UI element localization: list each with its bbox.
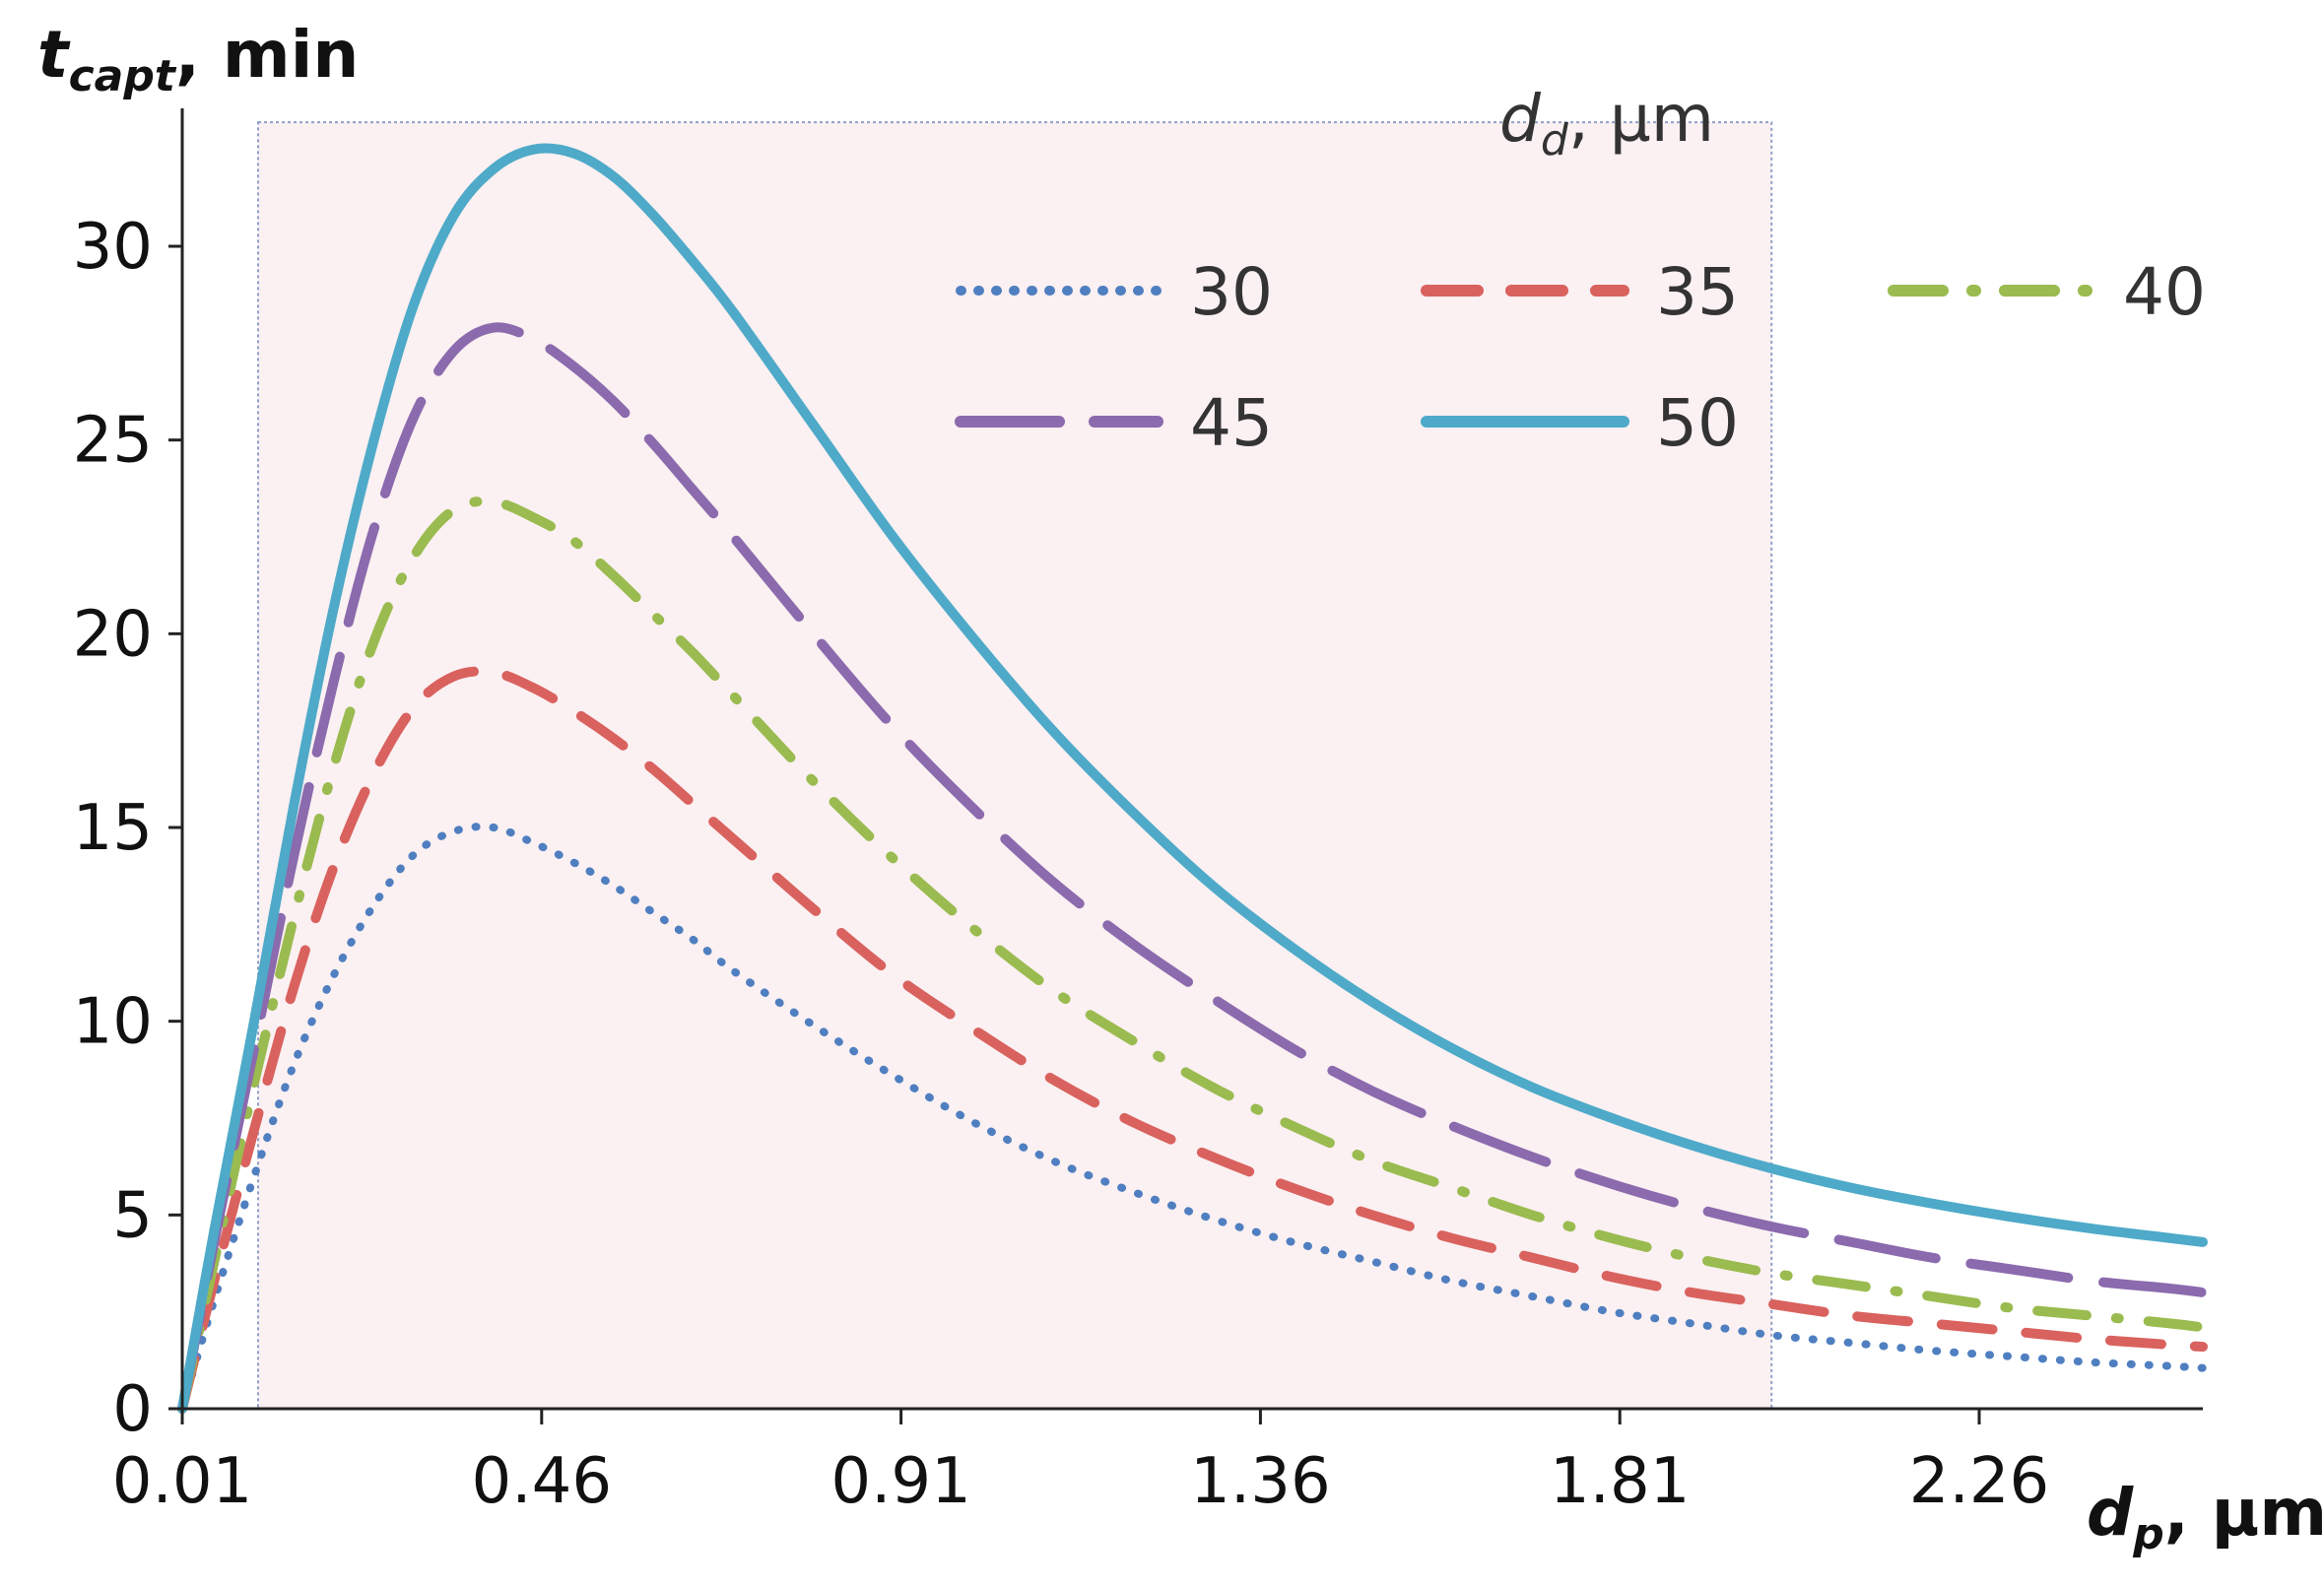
x-axis-title-unit: , µm bbox=[2164, 1475, 2324, 1551]
y-tick-label: 10 bbox=[73, 986, 153, 1059]
y-tick-label: 25 bbox=[73, 405, 153, 478]
series-line-35 bbox=[177, 666, 2208, 1414]
x-tick-label: 0.91 bbox=[830, 1445, 971, 1518]
x-axis-title-subscript: p bbox=[2132, 1509, 2164, 1559]
y-axis-title-symbol: t bbox=[37, 17, 71, 93]
x-tick-label: 0.01 bbox=[112, 1445, 253, 1518]
highlight-region bbox=[257, 121, 1773, 1411]
series-line-50 bbox=[177, 143, 2208, 1414]
x-tick-label: 1.81 bbox=[1550, 1445, 1691, 1518]
legend-title-unit: , µm bbox=[1568, 81, 1714, 157]
series-layer bbox=[177, 143, 2208, 1414]
legend-title: dd, µm bbox=[1499, 81, 1714, 165]
y-tick-label: 20 bbox=[73, 598, 153, 671]
x-tick-label: 0.46 bbox=[472, 1445, 613, 1518]
plot-area bbox=[177, 143, 2208, 1414]
series-line-30 bbox=[178, 823, 2207, 1413]
legend-label-30: 30 bbox=[1190, 254, 1273, 330]
legend-title-symbol: d bbox=[1499, 81, 1542, 157]
x-axis-title-symbol: d bbox=[2087, 1475, 2134, 1551]
y-tick-label: 5 bbox=[112, 1179, 153, 1252]
ticks-layer: 0 5 10 15 20 25 30 0.01 0.46 0.91 1.36 1.81 2.26 bbox=[73, 211, 2050, 1518]
legend-label-50: 50 bbox=[1656, 385, 1739, 461]
y-axis-title: tcapt, min bbox=[37, 17, 359, 101]
legend-label-35: 35 bbox=[1656, 254, 1739, 330]
legend-title-subscript: d bbox=[1541, 115, 1569, 165]
x-tick-label: 1.36 bbox=[1190, 1445, 1331, 1518]
x-axis-title: dp, µm bbox=[2087, 1475, 2324, 1559]
legend-label-40: 40 bbox=[2123, 254, 2206, 330]
legend: 30 35 40 45 50 bbox=[955, 254, 2206, 461]
y-axis-title-subscript: capt bbox=[69, 51, 177, 101]
legend-label-45: 45 bbox=[1190, 385, 1273, 461]
series-line-40 bbox=[177, 496, 2208, 1414]
x-tick-label: 2.26 bbox=[1909, 1445, 2050, 1518]
series-line-45 bbox=[177, 322, 2208, 1414]
y-axis-title-unit: , min bbox=[175, 17, 359, 93]
y-tick-label: 30 bbox=[73, 211, 153, 284]
y-tick-label: 15 bbox=[73, 792, 153, 865]
y-tick-label: 0 bbox=[112, 1373, 153, 1446]
